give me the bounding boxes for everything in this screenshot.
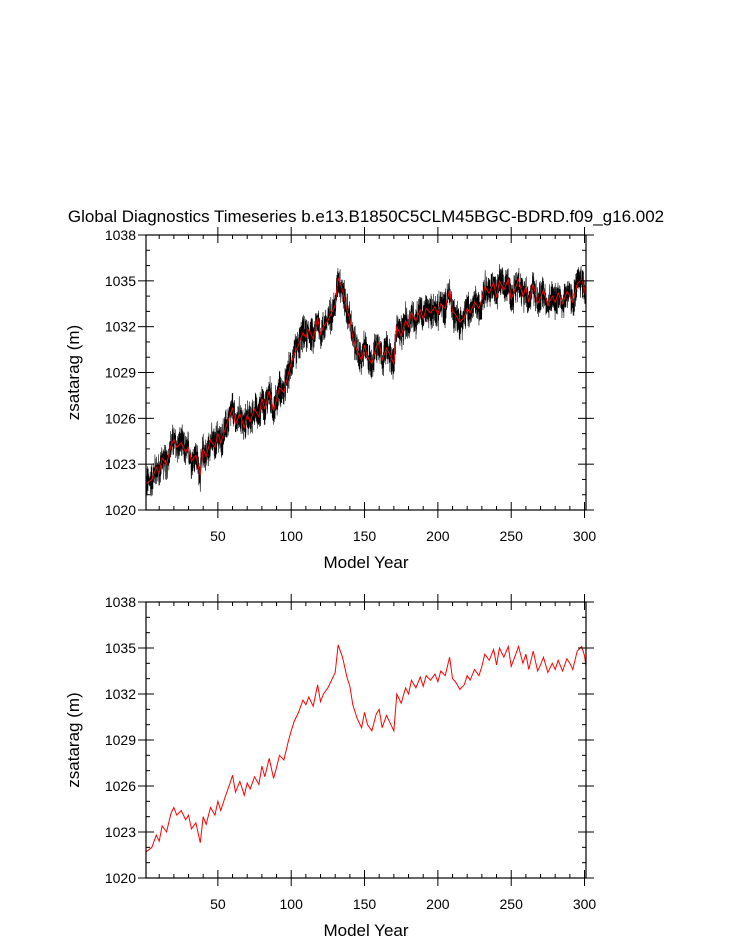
x-axis-label: Model Year (323, 921, 408, 940)
x-tick-label: 300 (573, 528, 597, 544)
y-tick-label: 1023 (105, 824, 136, 840)
top-panel: 50 100 150 200 250 300 1020 1023 1026 1029 1032 103… (64, 207, 664, 572)
series-monthly-line (146, 264, 586, 497)
x-tick-label: 250 (500, 896, 524, 912)
y-tick-label: 1023 (105, 456, 136, 472)
x-tick-label: 150 (353, 528, 377, 544)
y-tick-label: 1029 (105, 365, 136, 381)
y-tick-label: 1026 (105, 778, 136, 794)
y-tick-label: 1035 (105, 273, 136, 289)
y-axis-label: zsatarag (m) (64, 692, 83, 787)
y-tick-label: 1038 (105, 594, 136, 610)
bottom-panel: 50 100 150 200 250 300 1020 1023 1026 1029 1032 103… (64, 594, 596, 940)
x-tick-label: 150 (353, 896, 377, 912)
y-tick-label: 1032 (105, 686, 136, 702)
chart-title: Global Diagnostics Timeseries b.e13.B185… (68, 207, 664, 226)
series-annual-mean-line (146, 644, 586, 853)
y-tick-label: 1026 (105, 410, 136, 426)
x-tick-label: 100 (280, 528, 304, 544)
plot-frame (145, 601, 587, 879)
plot-frame (145, 234, 587, 511)
y-tick-label: 1020 (105, 870, 136, 886)
y-axis-label: zsatarag (m) (64, 325, 83, 420)
series-annual-mean-line (146, 277, 586, 485)
x-tick-label: 200 (426, 896, 450, 912)
y-tick-label: 1038 (105, 227, 136, 243)
x-tick-label: 50 (210, 528, 226, 544)
y-tick-label: 1032 (105, 319, 136, 335)
x-tick-label: 250 (500, 528, 524, 544)
y-tick-label: 1029 (105, 732, 136, 748)
x-axis-label: Model Year (323, 553, 408, 572)
x-tick-label: 50 (210, 896, 226, 912)
y-tick-label: 1035 (105, 640, 136, 656)
y-tick-label: 1020 (105, 502, 136, 518)
x-tick-label: 300 (573, 896, 597, 912)
x-tick-label: 100 (280, 896, 304, 912)
x-tick-label: 200 (426, 528, 450, 544)
